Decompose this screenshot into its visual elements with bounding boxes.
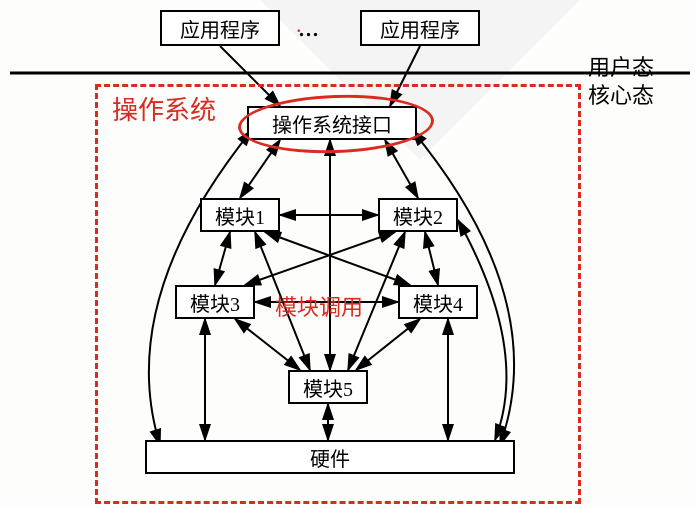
box-app2-label: 应用程序 [380, 14, 460, 43]
box-module-3: 模块3 [175, 285, 255, 319]
box-module-1: 模块1 [200, 198, 280, 232]
label-operating-system: 操作系统 [112, 90, 216, 127]
box-module-2: 模块2 [378, 198, 458, 232]
box-m2-label: 模块2 [393, 201, 443, 230]
box-m5-label: 模块5 [303, 373, 353, 402]
box-app1: 应用程序 [160, 10, 280, 46]
red-dot: . [296, 12, 302, 38]
box-m3-label: 模块3 [190, 288, 240, 317]
box-hw-label: 硬件 [310, 443, 350, 472]
label-module-call: 模块调用 [275, 290, 363, 322]
label-kernel-mode: 核心态 [588, 78, 654, 110]
box-module-4: 模块4 [398, 285, 478, 319]
box-app2: 应用程序 [360, 10, 480, 46]
box-m1-label: 模块1 [215, 201, 265, 230]
box-hardware: 硬件 [145, 440, 515, 474]
box-m4-label: 模块4 [413, 288, 463, 317]
box-module-5: 模块5 [288, 370, 368, 404]
box-app1-label: 应用程序 [180, 14, 260, 43]
